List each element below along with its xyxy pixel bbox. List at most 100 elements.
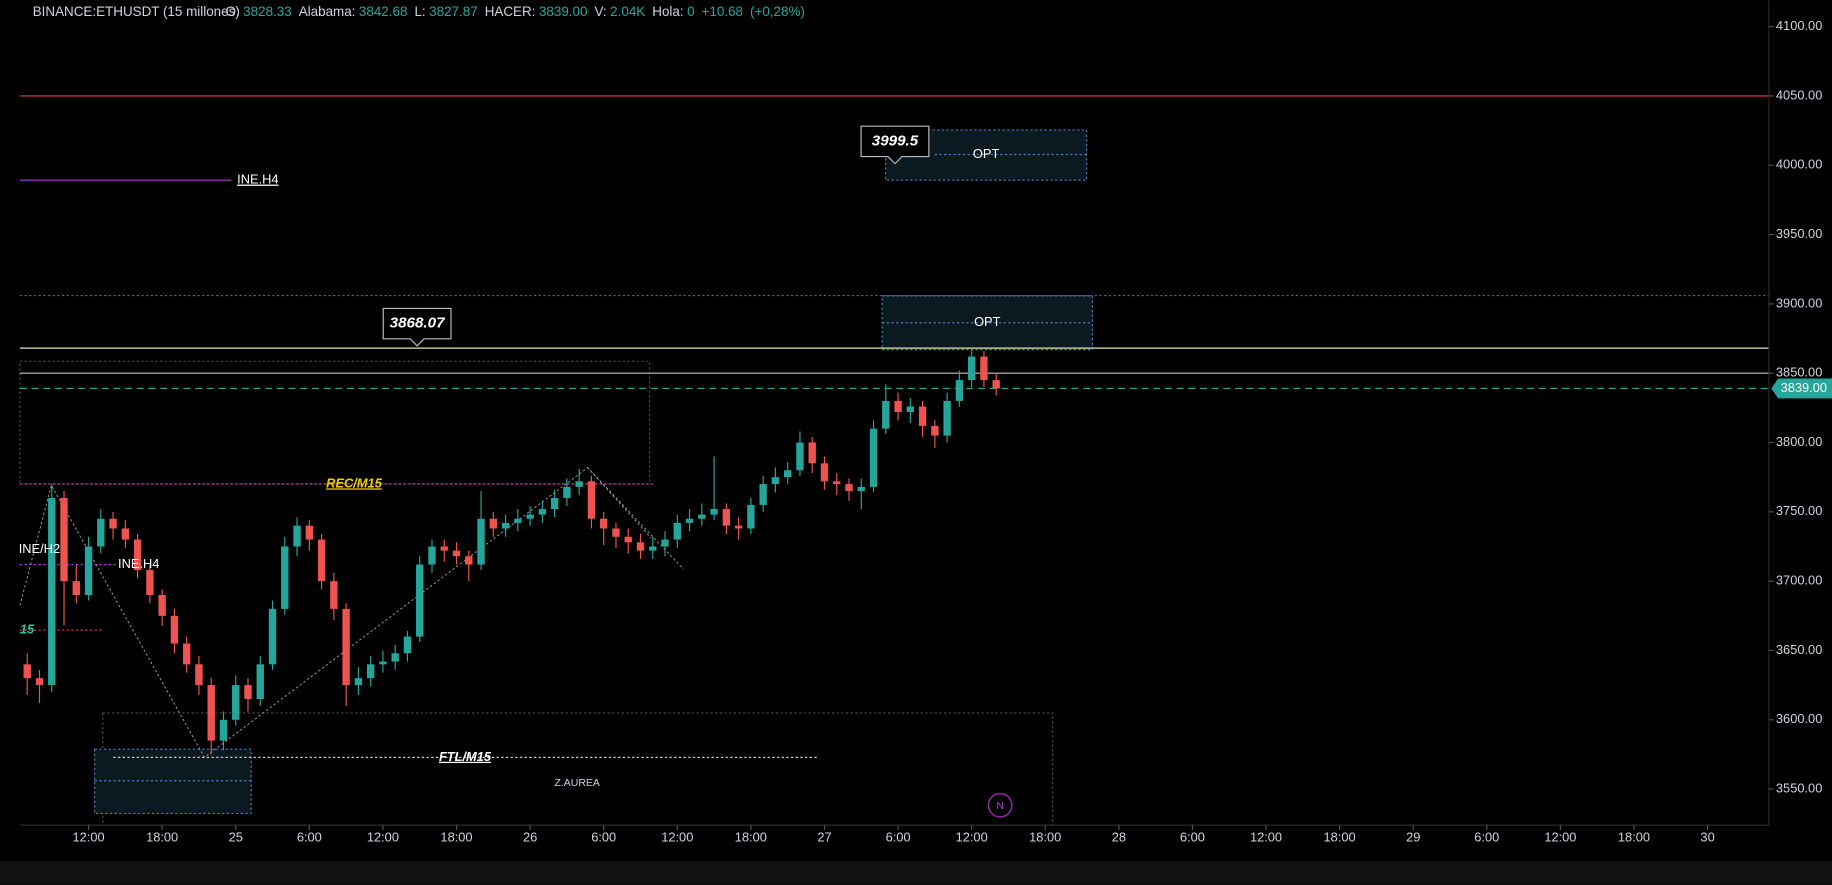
candle-body bbox=[158, 595, 166, 616]
candle-body bbox=[955, 380, 964, 401]
candle-body bbox=[452, 550, 461, 557]
header-key: Hola: bbox=[652, 4, 683, 19]
candle-body bbox=[747, 504, 755, 529]
zone-label: Z.AUREA bbox=[554, 777, 600, 789]
drawings bbox=[19, 129, 1094, 826]
ine-label: INE.H4 bbox=[237, 172, 278, 187]
y-tick-label: 3800.00 bbox=[1776, 434, 1822, 449]
candle-body bbox=[894, 400, 902, 413]
ine-label: INE/H2 bbox=[19, 541, 60, 556]
callout-box bbox=[382, 307, 452, 347]
ftl-label: FTL/M15 bbox=[439, 749, 492, 764]
levels bbox=[19, 95, 1769, 390]
y-tick-label: 3900.00 bbox=[1776, 295, 1822, 310]
candle-body bbox=[967, 356, 976, 381]
candle-body bbox=[906, 406, 915, 413]
candle-body bbox=[84, 546, 93, 596]
rec-label: REC/M15 bbox=[326, 475, 383, 490]
candle-body bbox=[403, 636, 412, 654]
candle-body bbox=[526, 514, 534, 519]
header-change: +10.68 bbox=[702, 4, 743, 19]
symbol: BINANCE:ETHUSDT (15 millones) bbox=[33, 4, 240, 19]
y-tick-label: 3700.00 bbox=[1776, 573, 1822, 588]
candle-body bbox=[244, 685, 252, 699]
candle-body bbox=[600, 518, 608, 529]
candle-body bbox=[391, 653, 399, 662]
candle-body bbox=[698, 514, 706, 519]
candle-body bbox=[661, 539, 669, 547]
candle-body bbox=[330, 581, 338, 609]
candle-body bbox=[820, 463, 829, 482]
candles bbox=[23, 348, 1000, 755]
header-key: L: bbox=[414, 4, 425, 19]
opt-label: OPT bbox=[974, 314, 1001, 329]
x-tick-label: 18:00 bbox=[735, 829, 767, 844]
candle-body bbox=[195, 664, 203, 686]
candle-body bbox=[624, 536, 632, 543]
candle-body bbox=[440, 546, 448, 551]
price-callout: 3999.5 bbox=[860, 125, 930, 165]
zone-box bbox=[94, 748, 252, 815]
marker-label: N bbox=[996, 800, 1004, 812]
x-tick-label: 12:00 bbox=[72, 829, 104, 844]
x-tick-label: 12:00 bbox=[661, 829, 693, 844]
candle-body bbox=[575, 481, 583, 487]
header-value: 3827.87 bbox=[429, 4, 478, 19]
candle-body bbox=[514, 518, 522, 523]
candle-body bbox=[538, 509, 547, 515]
candle-body bbox=[465, 556, 473, 565]
x-tick-label: 12:00 bbox=[367, 829, 399, 844]
x-tick-label: 12:00 bbox=[1250, 829, 1282, 844]
candle-body bbox=[97, 518, 105, 547]
x-tick-label: 18:00 bbox=[1029, 829, 1061, 844]
x-tick-label: 25 bbox=[229, 829, 243, 844]
x-tick-label: 18:00 bbox=[146, 829, 178, 844]
x-tick-label: 6:00 bbox=[1180, 829, 1205, 844]
candle-body bbox=[980, 356, 988, 381]
y-tick-label: 4100.00 bbox=[1776, 18, 1822, 33]
candle-body bbox=[857, 486, 865, 492]
header-values: O: 3828.33 Alabama: 3842.68 L: 3827.87 HACER: 3… bbox=[225, 4, 804, 19]
last-price-label: 3839.00 bbox=[1781, 380, 1827, 395]
ine-label: INE.H4 bbox=[118, 556, 159, 571]
header-key: HACER: bbox=[485, 4, 536, 19]
price-callout: 3868.07 bbox=[382, 307, 452, 347]
labels: BINANCE:ETHUSDT (15 millones) O: 3828.33 A… bbox=[19, 4, 1004, 813]
candle-body bbox=[207, 685, 215, 741]
y-tick-label: 3600.00 bbox=[1776, 711, 1822, 726]
y-tick-label: 4000.00 bbox=[1776, 157, 1822, 172]
candle-body bbox=[146, 570, 154, 596]
candle-body bbox=[673, 522, 681, 540]
x-tick-label: 30 bbox=[1700, 829, 1714, 844]
candle-body bbox=[379, 661, 387, 665]
header-key: O: bbox=[225, 4, 239, 19]
candle-body bbox=[170, 615, 179, 644]
callout-box bbox=[860, 125, 930, 165]
candle-body bbox=[489, 518, 497, 529]
x-tick-label: 12:00 bbox=[956, 829, 988, 844]
header-value: 3828.33 bbox=[243, 4, 292, 19]
bottom-bar bbox=[0, 861, 1832, 885]
candle-body bbox=[232, 685, 240, 720]
candle-body bbox=[783, 470, 792, 478]
opt-label: OPT bbox=[973, 146, 1000, 161]
candle-body bbox=[808, 442, 816, 464]
x-tick-label: 18:00 bbox=[440, 829, 472, 844]
x-tick-label: 6:00 bbox=[591, 829, 616, 844]
x-tick-label: 6:00 bbox=[886, 829, 911, 844]
candle-body bbox=[477, 518, 485, 565]
y-tick-label: 3650.00 bbox=[1776, 642, 1822, 657]
y-tick-label: 3950.00 bbox=[1776, 226, 1822, 241]
x-tick-label: 6:00 bbox=[1474, 829, 1499, 844]
y-tick-label: 3850.00 bbox=[1776, 365, 1822, 380]
candle-body bbox=[992, 380, 1000, 389]
candle-body bbox=[710, 509, 718, 515]
x-tick-label: 6:00 bbox=[297, 829, 322, 844]
candle-body bbox=[587, 481, 596, 519]
header-value: 2.04K bbox=[610, 4, 645, 19]
candle-body bbox=[501, 522, 510, 529]
candle-body bbox=[722, 509, 731, 526]
header-key: Alabama: bbox=[299, 4, 356, 19]
candle-body bbox=[612, 528, 620, 537]
